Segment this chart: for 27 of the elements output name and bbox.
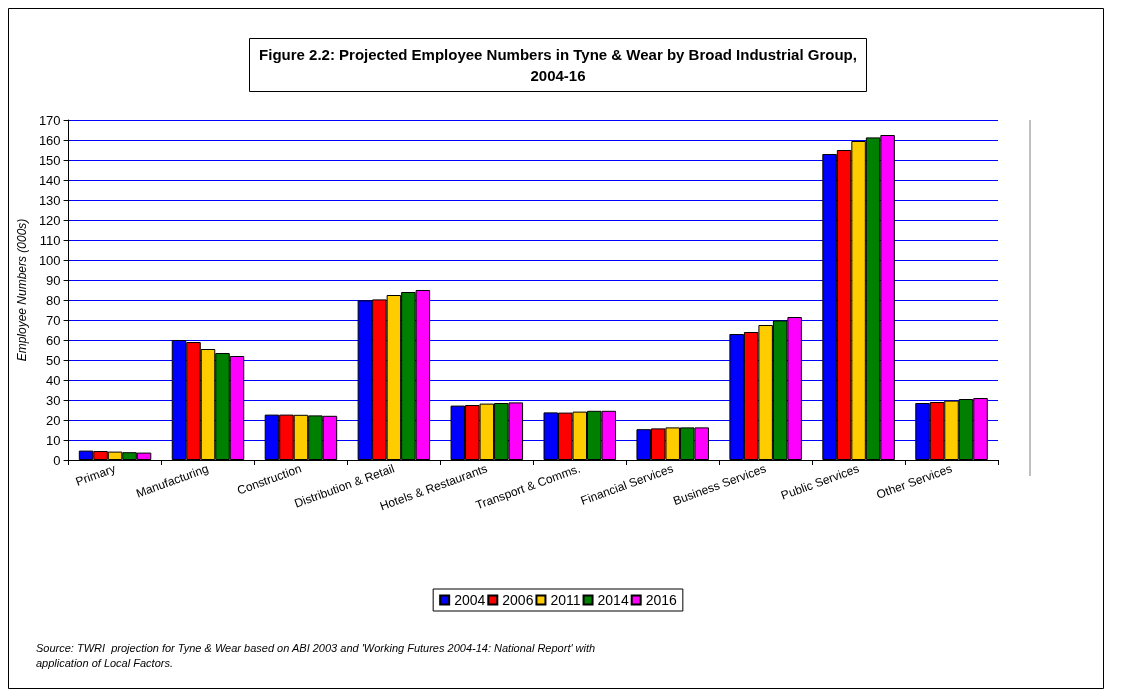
legend-label: 2011 [550, 592, 581, 608]
y-axis-title: Employee Numbers (000s) [15, 218, 29, 362]
y-tick-label: 110 [39, 232, 61, 248]
x-tick-label: Primary [73, 461, 118, 489]
legend-label: 2004 [454, 592, 486, 608]
y-tick-label: 0 [53, 452, 61, 468]
y-tick-label: 10 [46, 432, 61, 448]
y-tick-label: 80 [46, 292, 61, 308]
y-tick-label: 120 [38, 212, 61, 228]
legend-label: 2006 [502, 592, 534, 608]
y-tick-label: 30 [46, 392, 61, 408]
y-tick-label: 170 [38, 112, 61, 128]
y-tick-label: 60 [46, 332, 61, 348]
y-tick-label: 130 [38, 192, 61, 208]
legend-label: 2016 [645, 592, 678, 608]
y-tick-label: 20 [46, 412, 61, 428]
y-tick-label: 150 [38, 152, 61, 168]
y-tick-label: 90 [46, 272, 61, 288]
y-tick-label: 50 [46, 352, 61, 368]
y-tick-label: 140 [38, 172, 61, 188]
source-note: Source: TWRI projection for Tyne & Wear based on ABI 2003 and 'Working Futures 2004-14: National Report' with application of Local Factors. [36, 641, 596, 669]
y-tick-label: 160 [38, 132, 61, 148]
y-tick-label: 70 [46, 312, 61, 328]
y-tick-label: 100 [38, 252, 61, 268]
chart-title: Figure 2.2: Projected Employee Numbers in Tyne & Wear by Broad Industrial Group, 2004-16 [259, 46, 857, 84]
legend-label: 2014 [597, 592, 629, 608]
y-tick-label: 40 [46, 372, 61, 388]
